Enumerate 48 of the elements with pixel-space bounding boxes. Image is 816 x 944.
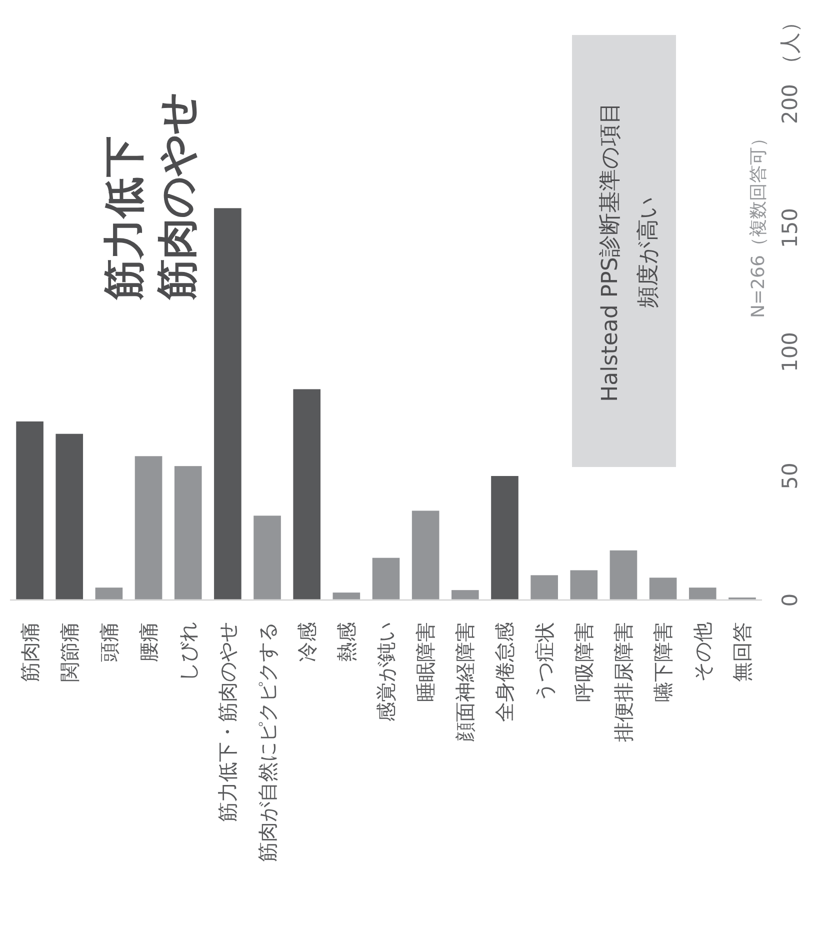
bar [412,510,440,600]
x-tick-label: その他 [690,622,715,682]
bar [56,434,84,600]
x-tick-label: 無回答 [730,622,754,682]
bar [570,570,598,600]
bar [16,421,44,600]
x-tick-label: 腰痛 [136,622,161,662]
y-tick-label: 50 [778,462,802,490]
bar [372,558,400,600]
x-tick-label: 呼吸障害 [572,622,596,702]
x-tick-label: 排便排尿障害 [611,622,636,742]
bar [649,578,677,600]
annotation: Halstead PPS診断基準の項目 [598,102,623,402]
x-tick-label: 嚥下障害 [651,622,676,702]
x-tick-label: 全身倦怠感 [492,622,517,722]
x-tick-label: 筋肉痛 [18,622,42,682]
bar [688,588,716,600]
x-tick-label: 睡眠障害 [414,622,438,702]
x-tick-label: 感覚が鈍い [374,622,398,722]
y-tick-label: 100 [778,332,802,372]
bar [174,466,202,600]
bar [134,456,162,600]
bar [293,389,320,600]
x-tick-label: 頭痛 [96,622,121,662]
y-axis-title: （人） [778,12,802,74]
x-tick-label: うつ症状 [532,622,556,702]
bar [491,476,518,600]
bar [610,550,638,600]
x-tick-label: 関節痛 [57,622,82,682]
annotation: 筋力低下 [100,136,148,301]
x-tick-label: 顔面神経障害 [453,622,478,742]
x-tick-label: 熱感 [334,622,358,662]
x-tick-label: 筋力低下・筋肉のやせ [216,622,240,822]
x-tick-label: しびれ [176,622,200,682]
annotation: 頻度が高い [636,196,661,308]
y-tick-label: 200 [778,84,802,124]
x-tick-label: 冷感 [294,622,319,662]
annotation: N=266（複数回答可） [748,129,769,318]
annotation: 筋肉のやせ [153,92,201,301]
bar [214,208,242,600]
bar [452,590,479,600]
y-tick-label: 150 [778,208,802,248]
y-tick-label: 0 [778,593,802,607]
bar [95,588,123,600]
bar [332,592,360,600]
x-tick-label: 筋肉が自然にピクピクする [255,622,280,862]
bar [530,575,558,600]
bar [254,516,281,600]
